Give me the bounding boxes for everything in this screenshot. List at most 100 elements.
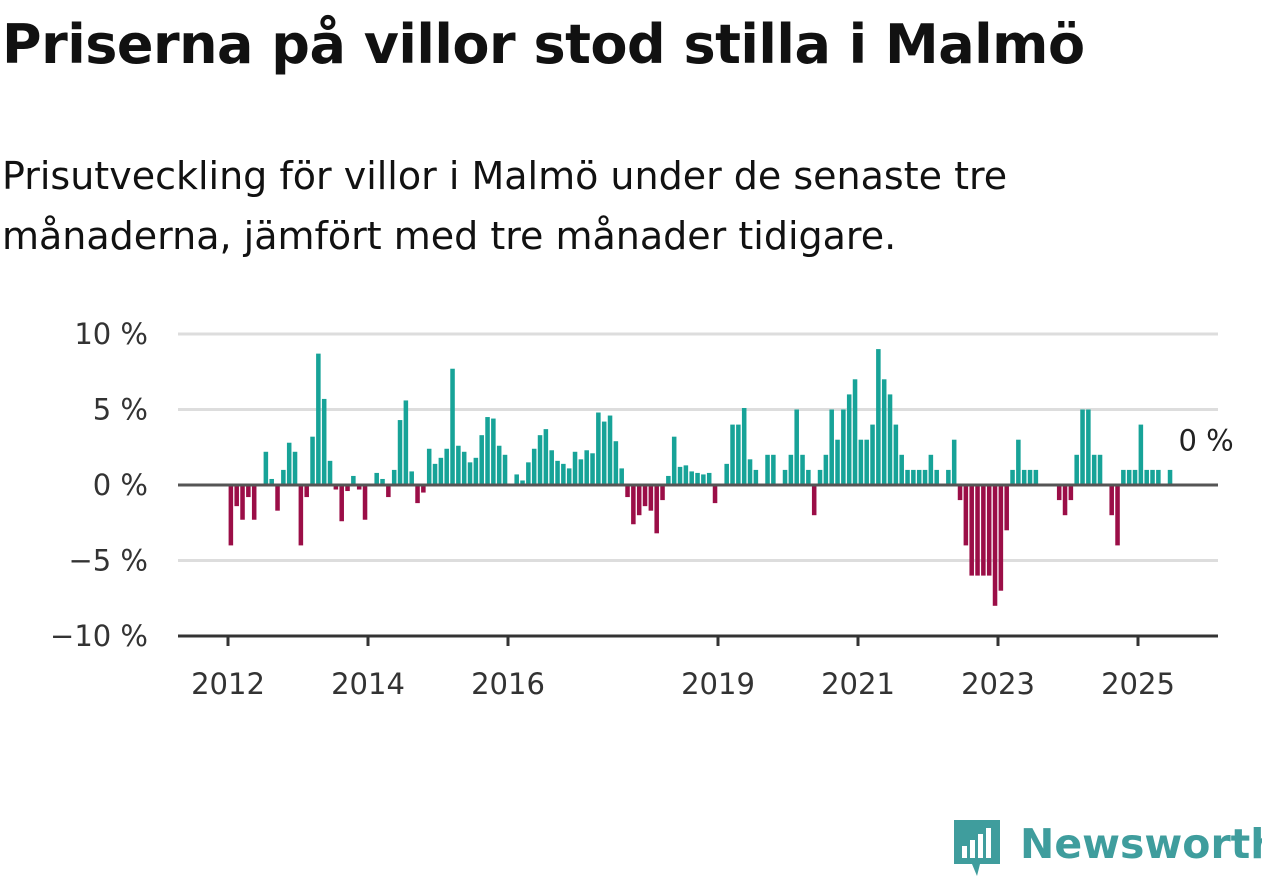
bar (496, 445, 502, 485)
bar (811, 485, 817, 516)
bar (829, 409, 834, 485)
bar (1033, 469, 1039, 485)
bar (613, 441, 619, 485)
bar (876, 349, 881, 485)
bar (835, 439, 840, 485)
bar (286, 442, 292, 485)
bar (677, 466, 683, 485)
bar-chart: 10 % 5 % 0 % −5 % −10 % 2012 2014 2016 2019 2021… (50, 317, 1234, 700)
chart-title: Priserna på villor stod stilla i Malmö (2, 13, 1085, 76)
bar (666, 475, 671, 485)
bar (724, 463, 729, 485)
bar (631, 485, 636, 525)
bar (928, 454, 934, 485)
bar (782, 469, 788, 485)
x-tick-label: 2016 (471, 667, 545, 700)
bar (421, 485, 426, 493)
bar (584, 450, 589, 485)
bar (1016, 439, 1021, 485)
bar (806, 469, 811, 485)
bar (1091, 454, 1097, 485)
bar (1080, 409, 1085, 485)
bar (951, 439, 957, 485)
bar (1138, 424, 1144, 485)
bar (596, 412, 601, 485)
bar (251, 485, 257, 520)
bar (1132, 469, 1138, 485)
bar (549, 450, 554, 485)
bar (852, 379, 858, 485)
bar (1156, 469, 1161, 485)
bar (263, 451, 269, 485)
bar (281, 469, 286, 485)
bar (992, 485, 998, 606)
bar (374, 472, 379, 485)
bar (292, 451, 298, 485)
bar (432, 463, 438, 485)
bar (380, 478, 385, 485)
bar (981, 485, 986, 576)
x-tick-label: 2019 (681, 667, 755, 700)
bar (701, 474, 706, 485)
y-axis-labels: 10 % 5 % 0 % −5 % −10 % (50, 317, 148, 653)
bar (660, 485, 665, 501)
bar (922, 469, 928, 485)
bar (975, 485, 980, 576)
grid-lines (178, 332, 1218, 562)
bar (339, 485, 344, 522)
bar (316, 353, 321, 485)
bar (485, 417, 490, 485)
bar (531, 448, 537, 485)
bar (327, 460, 333, 485)
bar (911, 469, 916, 485)
bar (946, 469, 951, 485)
bar (572, 451, 578, 485)
bar (823, 454, 829, 485)
bar (526, 462, 531, 485)
bar (1115, 485, 1120, 546)
bar (957, 485, 963, 501)
bar (444, 448, 449, 485)
bar (736, 424, 741, 485)
bar (1004, 485, 1009, 531)
bar (654, 485, 659, 534)
bar (310, 436, 315, 485)
x-tick-label: 2025 (1101, 667, 1175, 700)
bar (298, 485, 304, 546)
bar (864, 439, 869, 485)
bar (333, 485, 339, 490)
bar (870, 424, 875, 485)
bar (648, 485, 654, 511)
bar (800, 454, 805, 485)
bar (893, 424, 899, 485)
bar (1144, 469, 1149, 485)
logo-icon (954, 820, 1000, 876)
bar (520, 480, 525, 485)
bar (345, 485, 350, 492)
bar (438, 457, 444, 485)
y-tick-label: 10 % (74, 317, 148, 351)
bar (881, 379, 887, 485)
bar (625, 485, 630, 498)
x-axis-ticks: 2012 2014 2016 2019 2021 2023 2025 (191, 636, 1175, 700)
bar (543, 429, 549, 485)
bar (741, 407, 747, 485)
bar (846, 394, 852, 485)
bar (695, 472, 700, 485)
bar (887, 394, 893, 485)
bar (683, 465, 689, 485)
y-tick-label: −10 % (50, 619, 148, 653)
bar (561, 463, 566, 485)
bar (240, 485, 245, 520)
bar (537, 435, 543, 485)
bar (1086, 409, 1091, 485)
bar (642, 485, 648, 507)
bar (461, 451, 467, 485)
x-tick-label: 2021 (821, 667, 895, 700)
newsworthy-logo: Newsworthy (950, 818, 1262, 876)
bar (706, 472, 712, 485)
bar (986, 485, 992, 576)
bar (1167, 469, 1173, 485)
bar (403, 400, 409, 485)
bar (304, 485, 309, 498)
